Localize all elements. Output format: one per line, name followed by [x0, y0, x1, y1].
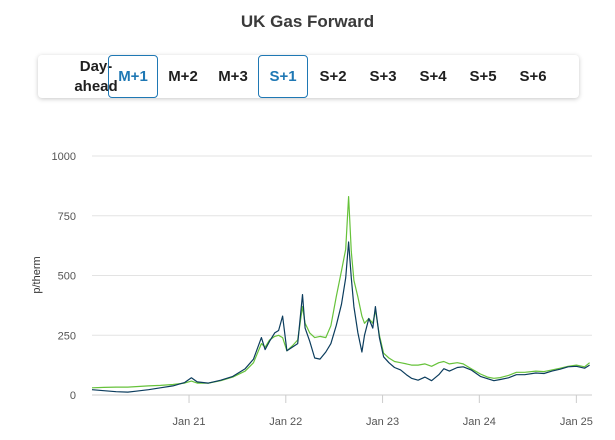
x-tick-label: Jan 24: [463, 416, 496, 428]
series-line-green: [91, 196, 590, 389]
x-tick-label: Jan 25: [560, 416, 593, 428]
x-tick-label: Jan 22: [269, 416, 302, 428]
tab-s3[interactable]: S+3: [369, 67, 397, 85]
tab-day-ahead[interactable]: Day-ahead: [68, 55, 124, 98]
y-tick-label: 750: [58, 211, 76, 223]
series-line-dark: [91, 241, 590, 393]
tab-s5[interactable]: S+5: [469, 67, 497, 85]
tab-s2[interactable]: S+2: [319, 67, 347, 85]
x-tick-label: Jan 23: [366, 416, 399, 428]
tab-s6[interactable]: S+6: [519, 67, 547, 85]
tab-m3[interactable]: M+3: [218, 67, 248, 85]
tab-s4[interactable]: S+4: [419, 67, 447, 85]
y-tick-label: 250: [58, 330, 76, 342]
y-tick-label: 500: [58, 271, 76, 283]
grid: [92, 155, 592, 396]
y-axis-label: p/therm: [31, 256, 43, 293]
axes: 0 250 500 750 1000 Jan 21 Jan 22 Jan 23 Jan 24 Ja…: [52, 151, 593, 428]
y-tick-label: 0: [70, 390, 76, 402]
y-tick-label: 1000: [52, 151, 76, 163]
contract-tab-bar: Day-ahead M+1 M+2 M+3 S+1 S+2 S+3 S+4 S+…: [38, 55, 579, 98]
tab-day-ahead-label: Day-ahead: [74, 57, 118, 95]
x-tick-label: Jan 21: [173, 416, 206, 428]
tab-s1[interactable]: S+1: [258, 55, 308, 98]
chart-title: UK Gas Forward: [240, 12, 375, 31]
tab-m2[interactable]: M+2: [168, 67, 198, 85]
series: [91, 196, 590, 393]
tab-m1[interactable]: M+1: [108, 55, 158, 98]
